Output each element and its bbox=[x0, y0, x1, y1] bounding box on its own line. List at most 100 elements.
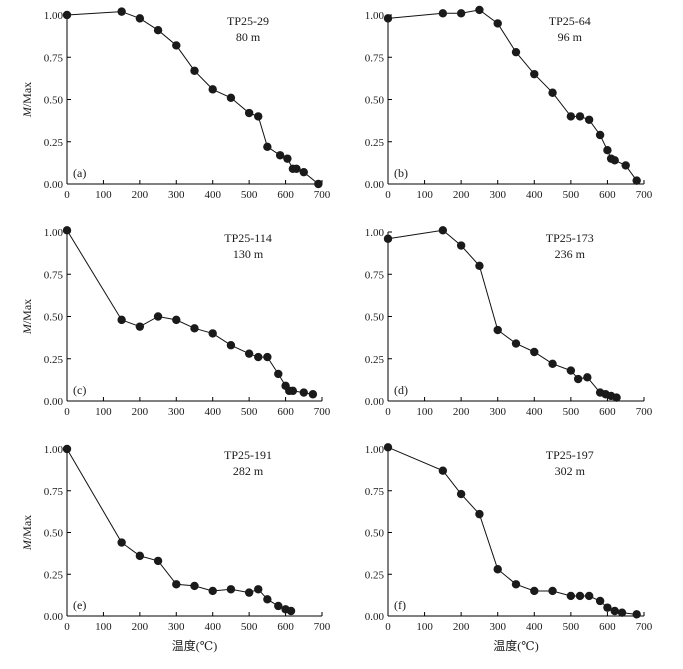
panel-title: TP25-191 bbox=[224, 448, 272, 462]
data-point bbox=[493, 325, 502, 335]
data-point bbox=[493, 565, 502, 574]
y-axis-title: M/Max bbox=[20, 299, 34, 335]
y-tick-label: 0.50 bbox=[44, 528, 64, 540]
data-point bbox=[548, 88, 557, 97]
y-tick-label: 1.00 bbox=[365, 444, 385, 456]
panel-subtitle: 80 m bbox=[236, 30, 261, 44]
x-tick-label: 100 bbox=[416, 189, 433, 201]
x-tick-label: 0 bbox=[385, 189, 391, 201]
data-point bbox=[208, 586, 217, 596]
data-point bbox=[288, 386, 298, 396]
x-tick-label: 100 bbox=[416, 621, 433, 633]
data-point bbox=[584, 591, 594, 601]
x-tick-label: 100 bbox=[95, 621, 112, 633]
y-tick-label: 0.75 bbox=[365, 52, 385, 64]
data-point bbox=[575, 591, 585, 601]
x-tick-label: 500 bbox=[563, 621, 580, 633]
panel-subtitle: 282 m bbox=[233, 464, 264, 478]
panel-subtitle: 236 m bbox=[555, 247, 586, 261]
x-tick-label: 500 bbox=[241, 406, 258, 418]
data-point bbox=[286, 606, 296, 616]
x-tick-label: 300 bbox=[489, 621, 506, 633]
y-tick-label: 0.00 bbox=[365, 611, 385, 623]
x-tick-label: 400 bbox=[526, 406, 543, 418]
data-point bbox=[530, 586, 539, 596]
x-tick-label: 200 bbox=[132, 406, 149, 418]
data-point bbox=[438, 226, 448, 235]
y-tick-label: 0.25 bbox=[44, 569, 64, 581]
y-tick-label: 0.50 bbox=[365, 312, 385, 324]
x-tick-label: 400 bbox=[204, 621, 221, 633]
data-point bbox=[117, 7, 126, 16]
x-tick-label: 700 bbox=[636, 189, 653, 201]
data-point bbox=[511, 339, 521, 348]
y-tick-label: 0.50 bbox=[365, 528, 385, 540]
data-point bbox=[275, 151, 285, 160]
x-tick-label: 300 bbox=[168, 621, 185, 633]
panel-subtitle: 96 m bbox=[558, 30, 583, 44]
y-tick-label: 0.50 bbox=[44, 312, 64, 324]
data-point bbox=[244, 349, 254, 358]
data-point bbox=[595, 596, 605, 606]
data-point bbox=[244, 108, 254, 118]
data-point bbox=[62, 226, 72, 235]
y-tick-label: 1.00 bbox=[44, 444, 64, 456]
data-point bbox=[254, 352, 263, 362]
data-point bbox=[610, 156, 619, 165]
data-point bbox=[274, 369, 283, 379]
panel-label: (d) bbox=[394, 383, 408, 397]
panel-title: TP25-29 bbox=[227, 14, 269, 28]
y-tick-label: 0.25 bbox=[365, 569, 385, 581]
data-point bbox=[621, 161, 630, 170]
x-tick-label: 200 bbox=[453, 189, 470, 201]
data-point bbox=[153, 312, 163, 321]
chart-panel-5: 0 100 200 300 400 500 600 700 0.00 0.25 0.50 0.75 1.… bbox=[20, 444, 331, 653]
x-tick-label: 700 bbox=[314, 189, 331, 201]
panel-label: (e) bbox=[73, 598, 86, 612]
data-point bbox=[456, 9, 466, 18]
data-point bbox=[62, 444, 72, 454]
y-tick-label: 0.25 bbox=[365, 354, 385, 366]
x-tick-label: 200 bbox=[453, 406, 470, 418]
y-tick-label: 1.00 bbox=[44, 10, 64, 22]
data-point bbox=[263, 352, 272, 362]
x-tick-label: 700 bbox=[314, 406, 331, 418]
panel-title: TP25-64 bbox=[549, 14, 591, 28]
data-point bbox=[566, 366, 576, 375]
y-tick-label: 0.75 bbox=[365, 269, 385, 281]
data-point bbox=[292, 164, 301, 173]
data-point bbox=[190, 324, 199, 333]
chart-panel-2: 0 100 200 300 400 500 600 700 0.00 0.25 0.50 0.75 1.… bbox=[365, 5, 653, 201]
x-tick-label: 600 bbox=[599, 406, 616, 418]
x-tick-label: 500 bbox=[563, 189, 580, 201]
y-tick-label: 0.00 bbox=[44, 396, 64, 408]
data-point bbox=[511, 580, 521, 589]
data-point bbox=[530, 69, 539, 79]
x-tick-label: 400 bbox=[526, 189, 543, 201]
data-point bbox=[530, 347, 539, 357]
x-tick-label: 300 bbox=[168, 189, 185, 201]
data-point bbox=[226, 93, 236, 103]
data-point bbox=[566, 112, 576, 121]
data-point bbox=[438, 9, 448, 18]
data-point bbox=[135, 322, 145, 331]
x-tick-label: 100 bbox=[95, 189, 112, 201]
x-tick-label: 600 bbox=[277, 406, 294, 418]
y-tick-label: 1.00 bbox=[365, 227, 385, 239]
data-point bbox=[226, 341, 236, 350]
data-point bbox=[190, 581, 199, 591]
data-point bbox=[438, 466, 448, 475]
y-axis-title: M/Max bbox=[20, 82, 34, 118]
chart-panel-1: 0 100 200 300 400 500 600 700 0.00 0.25 0.50 0.75 1.… bbox=[20, 7, 331, 201]
x-tick-label: 600 bbox=[599, 189, 616, 201]
data-point bbox=[632, 610, 641, 619]
y-tick-label: 0.75 bbox=[44, 52, 64, 64]
data-point bbox=[263, 142, 272, 152]
y-tick-label: 0.25 bbox=[44, 137, 64, 149]
data-point bbox=[244, 588, 254, 597]
series-line bbox=[66, 230, 313, 395]
data-point bbox=[603, 603, 612, 612]
data-point bbox=[283, 154, 292, 163]
data-point bbox=[308, 390, 318, 399]
data-point bbox=[135, 14, 145, 23]
